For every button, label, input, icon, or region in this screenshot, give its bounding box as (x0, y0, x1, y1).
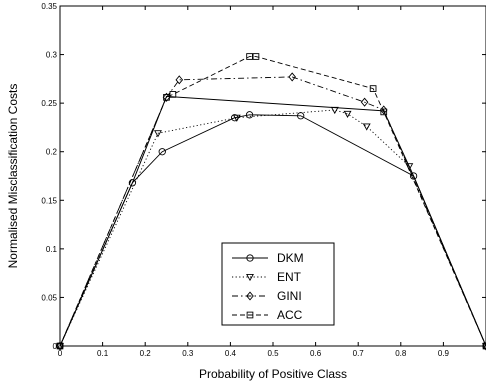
x-tick-label: 0.4 (225, 349, 237, 358)
series-line-dkm (59, 114, 486, 347)
legend-label-acc: ACC (277, 308, 303, 322)
series-point-acc (252, 53, 260, 60)
y-tick-label: 0.25 (41, 99, 57, 108)
legend-marker (246, 291, 254, 301)
series-point-dkm (158, 148, 166, 156)
y-tick-label: 0.1 (46, 245, 58, 254)
axis-ticks: 0 0.1 0.2 0.3 0.4 0.5 0.6 0.7 0.8 0.9 0 0.05 0.1 0.15… (41, 2, 486, 358)
x-tick-label: 0.8 (395, 349, 407, 358)
legend-box (221, 242, 335, 326)
series-point-ent (362, 123, 371, 131)
legend: DKM ENT GINI ACC (221, 242, 335, 326)
legend-marker (246, 273, 254, 282)
series-point-acc (169, 91, 177, 98)
series-point-gini (175, 75, 184, 85)
series-point-dkm (245, 111, 254, 119)
x-tick-label: 0.6 (310, 349, 322, 358)
series-point-acc (163, 93, 170, 101)
legend-label-ent: ENT (277, 270, 302, 284)
series-line-acc (59, 56, 486, 347)
series-point-gini (288, 72, 296, 82)
x-tick-label: 0.7 (353, 349, 365, 358)
series-point-gini (360, 97, 369, 107)
series-line-ent (59, 109, 486, 347)
series-line-gini (59, 76, 486, 347)
series-point-gini (56, 341, 64, 351)
series-point-ent (343, 110, 352, 118)
legend-label-dkm: DKM (277, 251, 304, 265)
y-tick-label: 0.15 (41, 196, 57, 205)
y-tick-label: 0.35 (41, 2, 57, 11)
series-point-ent (232, 114, 241, 122)
y-axis-title: Normalised Misclassification Costs (6, 84, 20, 269)
x-tick-label: 0.5 (267, 349, 279, 358)
x-tick-label: 0.9 (438, 349, 450, 358)
series-group (56, 53, 486, 351)
series-point-ent (482, 342, 486, 351)
legend-marker (246, 311, 254, 319)
x-tick-label: 0.2 (140, 349, 152, 358)
series-point-ent (330, 106, 339, 115)
y-tick-label: 0 (53, 342, 58, 351)
legend-label-gini: GINI (277, 289, 302, 303)
y-tick-label: 0.05 (41, 293, 57, 302)
series-point-acc (56, 342, 64, 350)
series-point-acc (246, 53, 253, 60)
y-tick-label: 0.3 (46, 51, 58, 60)
x-tick-label: 0.1 (97, 349, 109, 358)
series-point-acc (380, 108, 388, 116)
x-tick-label: 0 (58, 349, 63, 358)
series-point-ent (154, 130, 162, 138)
legend-marker (246, 254, 254, 262)
x-tick-label: 0.3 (182, 349, 194, 358)
series-point-dkm (231, 114, 239, 122)
series-point-dkm (409, 172, 418, 180)
series-point-gini (482, 341, 486, 351)
x-axis-title: Probability of Positive Class (199, 367, 347, 381)
series-point-dkm (128, 179, 137, 187)
series-point-acc (369, 85, 377, 92)
y-tick-label: 0.2 (46, 148, 58, 157)
